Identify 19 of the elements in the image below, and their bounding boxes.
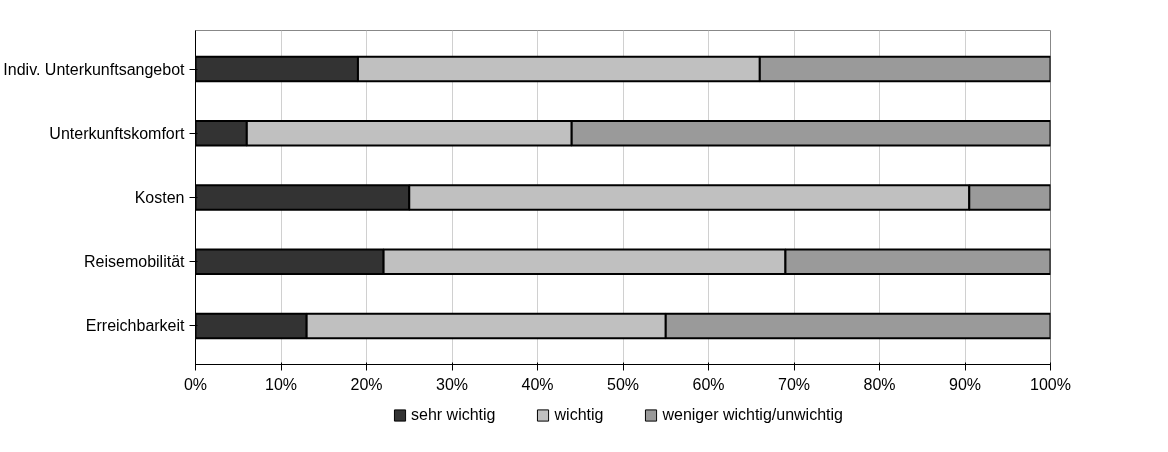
x-tick-label: 90% [948, 375, 982, 393]
legend-label: sehr wichtig [411, 406, 496, 424]
x-tick-label: 20% [350, 375, 383, 393]
x-tick-label: 0% [183, 375, 208, 393]
x-tick-label: 40% [521, 375, 554, 393]
x-tick-label: 10% [264, 375, 298, 393]
x-tick-label: 60% [692, 375, 725, 393]
x-tick-label: 50% [606, 375, 640, 393]
y-tick-label: Unterkunftskomfort [49, 124, 186, 142]
x-tick-label: 70% [777, 375, 811, 393]
x-tick-label: 30% [435, 375, 469, 393]
y-tick-label: Kosten [134, 189, 185, 206]
x-tick-label: 100% [1030, 375, 1071, 393]
x-tick-label: 80% [863, 375, 896, 393]
legend-label: weniger wichtig/unwichtig [662, 406, 843, 424]
y-tick-label: Erreichbarkeit [85, 317, 186, 335]
legend-label: wichtig [554, 406, 604, 424]
y-tick-label: Reisemobilität [84, 253, 186, 271]
y-tick-label: Indiv. Unterkunftsangebot [3, 60, 186, 78]
